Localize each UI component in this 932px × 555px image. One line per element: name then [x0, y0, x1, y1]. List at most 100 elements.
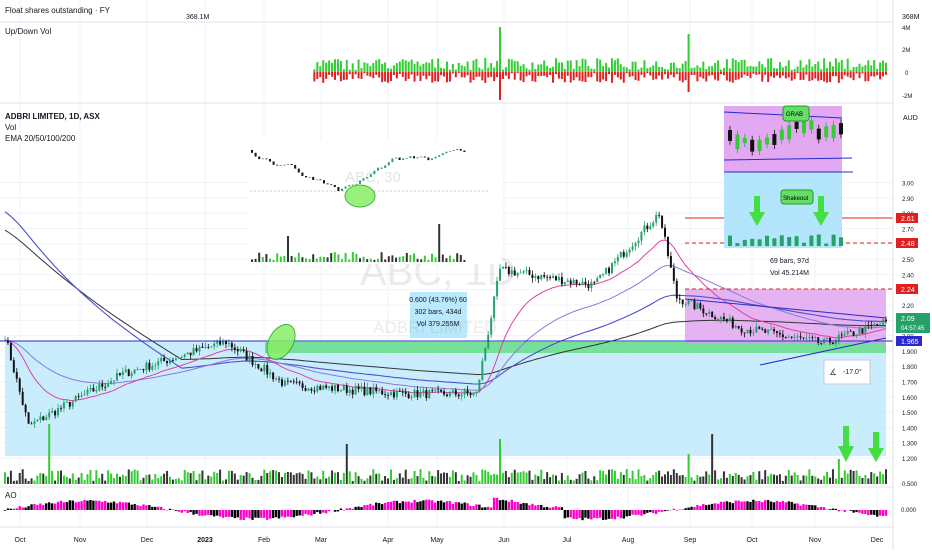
ao-bar: [245, 510, 247, 517]
updown-down-bar: [464, 72, 466, 77]
ao-bar: [805, 505, 807, 510]
volume-bar: [699, 477, 701, 484]
volume-bar: [717, 479, 719, 484]
volume-bar: [611, 469, 613, 484]
ao-bar: [151, 507, 153, 510]
updown-down-bar: [835, 72, 837, 76]
candle-body: [299, 382, 301, 384]
volume-bar: [484, 470, 486, 484]
volume-bar: [741, 477, 743, 484]
ao-bar: [234, 510, 236, 518]
updown-down-bar: [794, 72, 796, 79]
volume-bar: [531, 480, 533, 484]
volume-bar: [652, 475, 654, 484]
price-tick-label: 1.800: [902, 365, 918, 371]
updown-up-bar: [340, 61, 342, 72]
volume-bar: [696, 475, 698, 484]
ao-bar: [720, 502, 722, 510]
grab-inset-candle: [802, 120, 806, 133]
inset-volume-bar: [445, 258, 447, 262]
updown-up-bar: [702, 62, 704, 72]
ao-bar: [743, 501, 745, 510]
updown-up-bar: [337, 59, 339, 72]
inset-volume-bar: [323, 257, 325, 262]
volume-bar: [820, 480, 822, 484]
updown-up-bar: [546, 66, 548, 72]
updown-down-bar: [558, 72, 560, 79]
ao-bar: [293, 510, 295, 517]
updown-up-bar: [741, 60, 743, 72]
updown-up-bar: [850, 70, 852, 72]
updown-up-bar: [646, 68, 648, 72]
ao-bar: [369, 504, 371, 510]
ao-bar: [192, 510, 194, 515]
updown-up-bar: [882, 61, 884, 72]
inset-volume-bar: [298, 253, 300, 262]
grab-inset-candle: [832, 125, 836, 138]
candle-body: [699, 303, 701, 308]
candle-body: [870, 325, 872, 326]
updown-up-bar: [584, 59, 586, 72]
updown-down-bar: [838, 72, 840, 83]
updown-up-bar: [446, 62, 448, 72]
candle-body: [587, 284, 589, 288]
volume-bar: [39, 473, 41, 484]
ao-bar: [89, 500, 91, 510]
candle-body: [417, 390, 419, 397]
updown-up-bar: [402, 59, 404, 72]
updown-down-bar: [596, 72, 598, 81]
candle-body: [832, 343, 834, 345]
volume-bar: [128, 469, 130, 484]
candle-body: [263, 365, 265, 371]
ao-bar: [163, 509, 165, 510]
updown-down-bar: [493, 72, 495, 81]
updown-up-bar: [384, 62, 386, 72]
ao-bar: [48, 502, 50, 510]
ao-bar: [357, 507, 359, 510]
updown-down-bar: [567, 72, 569, 76]
inset-candle: [417, 157, 419, 158]
updown-down-bar: [805, 72, 807, 75]
updown-down-bar: [461, 72, 463, 77]
updown-up-bar: [508, 59, 510, 72]
candle-body: [405, 392, 407, 394]
updown-up-bar: [614, 60, 616, 72]
volume-bar: [446, 473, 448, 484]
volume-bar: [428, 471, 430, 484]
candle-body: [154, 365, 156, 366]
inset-candle: [355, 184, 357, 185]
ao-bar: [623, 510, 625, 519]
candle-body: [523, 271, 525, 272]
inset-volume-bar: [370, 259, 372, 262]
inset-volume-bar: [359, 258, 361, 262]
candle-body: [25, 405, 27, 412]
updown-up-bar: [608, 68, 610, 72]
updown-down-bar: [508, 72, 510, 79]
candle-body: [28, 412, 30, 423]
updown-down-bar: [564, 72, 566, 82]
updown-down-bar: [402, 72, 404, 77]
inset-volume-bar: [251, 259, 253, 262]
ao-bar: [531, 504, 533, 510]
candle-body: [590, 282, 592, 288]
candle-body: [92, 388, 94, 391]
updown-up-bar: [841, 60, 843, 72]
candle-body: [431, 390, 433, 391]
candle-body: [693, 300, 695, 309]
ao-bar: [867, 510, 869, 515]
candle-body: [673, 268, 675, 281]
ao-bar: [30, 504, 32, 510]
volume-bar: [51, 471, 53, 484]
ao-bar: [746, 501, 748, 510]
updown-up-bar: [602, 66, 604, 72]
ao-bar: [493, 498, 495, 510]
volume-bar: [478, 481, 480, 484]
candle-body: [325, 385, 327, 388]
volume-bar: [705, 471, 707, 484]
updown-up-bar: [755, 67, 757, 72]
ao-bar: [322, 510, 324, 513]
candle-body: [140, 369, 142, 370]
updown-up-bar: [870, 65, 872, 72]
price-tick-label: 1.600: [902, 396, 918, 402]
candle-body: [175, 359, 177, 361]
